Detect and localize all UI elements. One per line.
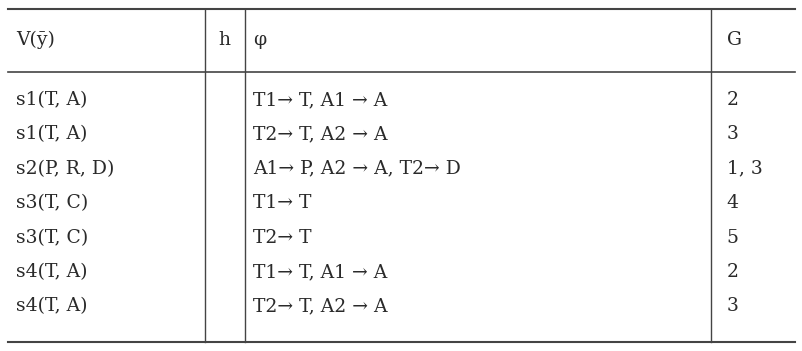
Text: 4: 4 <box>726 194 738 212</box>
Text: 1, 3: 1, 3 <box>726 160 762 178</box>
Text: 3: 3 <box>726 125 738 144</box>
Text: T2→ T, A2 → A: T2→ T, A2 → A <box>253 125 387 144</box>
Text: s3(T, C): s3(T, C) <box>16 229 88 247</box>
Text: 2: 2 <box>726 91 738 109</box>
Text: T1→ T, A1 → A: T1→ T, A1 → A <box>253 91 387 109</box>
Text: 3: 3 <box>726 297 738 316</box>
Text: 5: 5 <box>726 229 738 247</box>
Text: s1(T, A): s1(T, A) <box>16 125 87 144</box>
Text: s2(P, R, D): s2(P, R, D) <box>16 160 115 178</box>
Text: h: h <box>219 31 230 49</box>
Text: V(ȳ): V(ȳ) <box>16 31 55 49</box>
Text: T1→ T: T1→ T <box>253 194 311 212</box>
Text: s3(T, C): s3(T, C) <box>16 194 88 212</box>
Text: s4(T, A): s4(T, A) <box>16 297 87 316</box>
Text: s4(T, A): s4(T, A) <box>16 263 87 281</box>
Text: T2→ T, A2 → A: T2→ T, A2 → A <box>253 297 387 316</box>
Text: T1→ T, A1 → A: T1→ T, A1 → A <box>253 263 387 281</box>
Text: 2: 2 <box>726 263 738 281</box>
Text: φ: φ <box>253 31 266 49</box>
Text: G: G <box>726 31 741 49</box>
Text: T2→ T: T2→ T <box>253 229 311 247</box>
Text: A1→ P, A2 → A, T2→ D: A1→ P, A2 → A, T2→ D <box>253 160 460 178</box>
Text: s1(T, A): s1(T, A) <box>16 91 87 109</box>
